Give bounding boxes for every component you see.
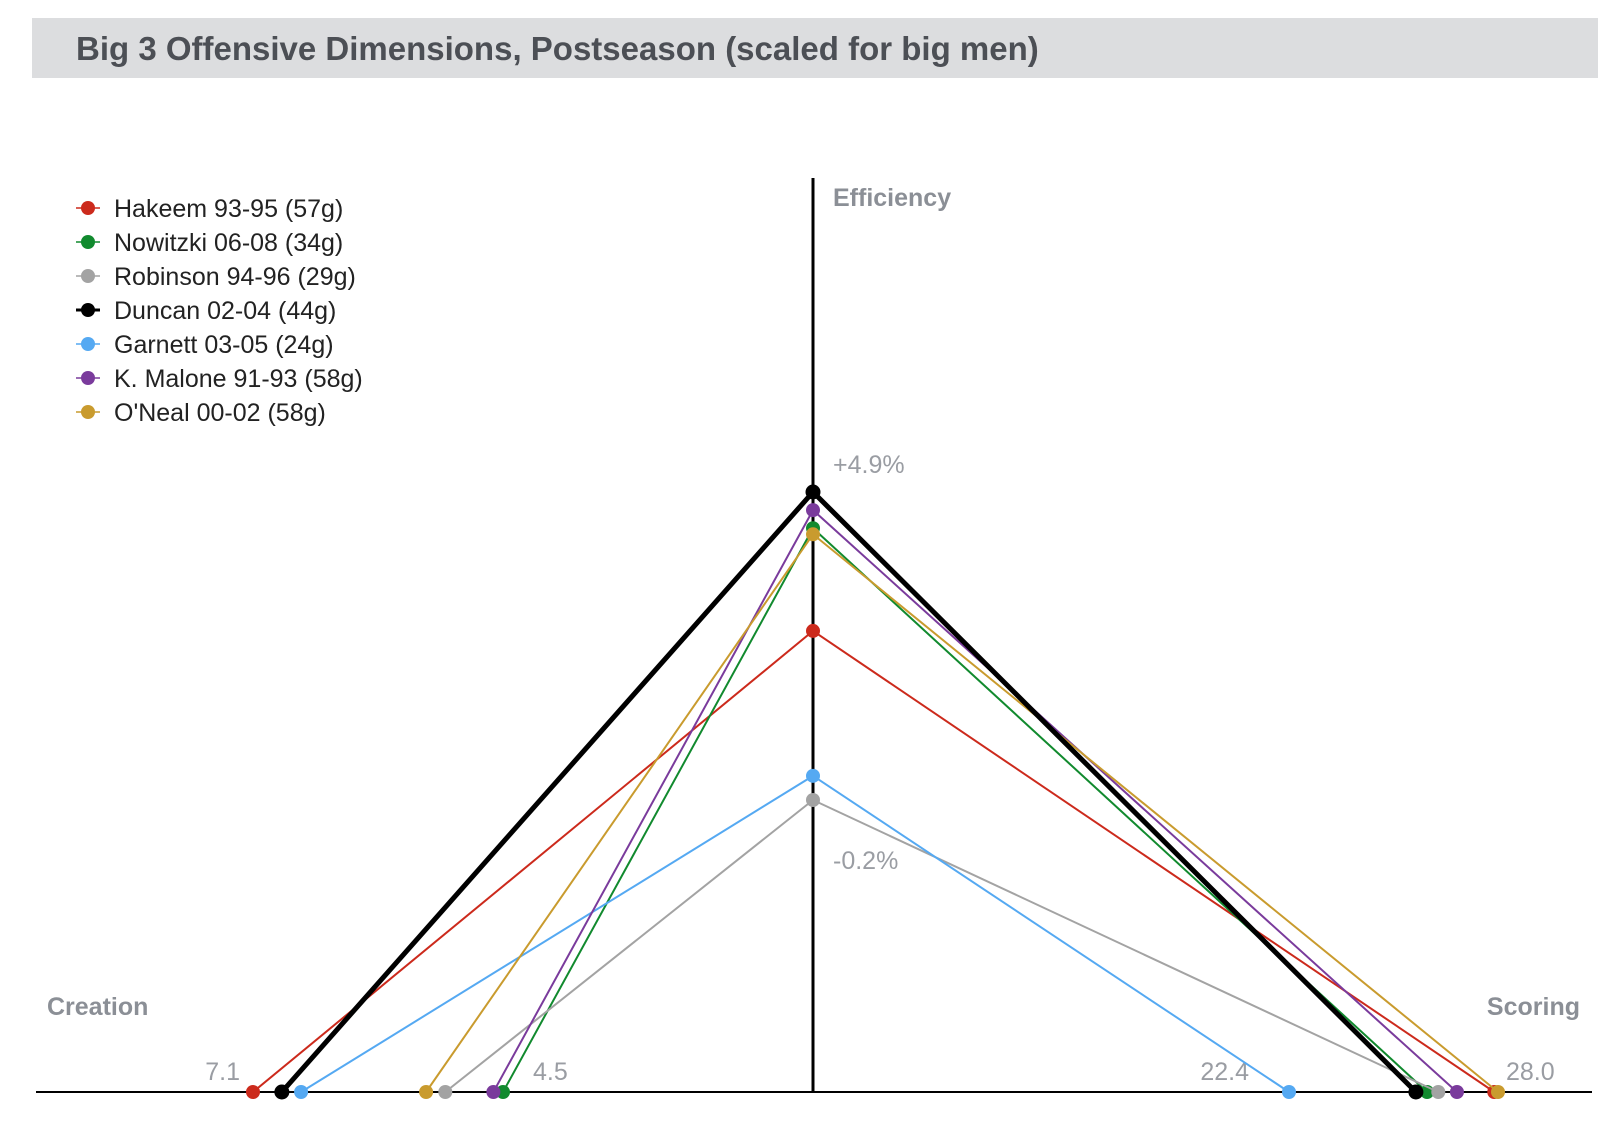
series-line xyxy=(492,508,1458,1093)
legend-label: Robinson 94-96 (29g) xyxy=(114,263,356,291)
scoring-point xyxy=(1431,1085,1446,1099)
scoring-min-tick-label: 22.4 xyxy=(1200,1058,1249,1086)
legend-label: Nowitzki 06-08 (34g) xyxy=(114,229,343,257)
legend-item: Nowitzki 06-08 (34g) xyxy=(76,229,343,257)
series-k-malone-91-93-58g xyxy=(486,503,1464,1099)
efficiency-axis-label: Efficiency xyxy=(833,184,951,212)
legend-item: Duncan 02-04 (44g) xyxy=(76,297,336,325)
creation-point xyxy=(294,1085,309,1099)
legend-item: O'Neal 00-02 (58g) xyxy=(76,399,326,427)
series-garnett-03-05-24g xyxy=(294,768,1296,1099)
scoring-max-tick-label: 28.0 xyxy=(1506,1058,1555,1086)
efficiency-point xyxy=(806,527,820,542)
efficiency-point xyxy=(806,768,820,783)
legend-marker xyxy=(81,303,95,317)
creation-point xyxy=(486,1085,501,1099)
creation-max-tick-label: 7.1 xyxy=(205,1058,240,1086)
creation-min-tick-label: 4.5 xyxy=(533,1058,568,1086)
legend-marker xyxy=(81,201,95,215)
legend-marker xyxy=(81,269,95,283)
series-o-neal-00-02-58g xyxy=(419,527,1505,1099)
efficiency-point xyxy=(806,793,820,807)
series-line xyxy=(444,798,1439,1093)
series-layer xyxy=(246,484,1505,1100)
legend-label: O'Neal 00-02 (58g) xyxy=(114,399,326,427)
legend-label: Hakeem 93-95 (57g) xyxy=(114,195,343,223)
efficiency-min-tick-label: -0.2% xyxy=(833,847,898,875)
legend-item: K. Malone 91-93 (58g) xyxy=(76,365,363,393)
creation-point xyxy=(419,1085,434,1099)
scoring-point xyxy=(1408,1084,1424,1100)
creation-point xyxy=(274,1084,290,1100)
series-line xyxy=(300,774,1290,1093)
legend-marker xyxy=(81,337,95,351)
series-robinson-94-96-29g xyxy=(438,793,1446,1099)
creation-point xyxy=(438,1085,453,1099)
title-bar: Big 3 Offensive Dimensions, Postseason (… xyxy=(32,18,1598,78)
scoring-point xyxy=(1282,1085,1296,1099)
scoring-point xyxy=(1449,1085,1464,1099)
legend-label: K. Malone 91-93 (58g) xyxy=(114,365,363,393)
creation-point xyxy=(496,1085,510,1099)
legend-label: Garnett 03-05 (24g) xyxy=(114,331,334,359)
chart-title: Big 3 Offensive Dimensions, Postseason (… xyxy=(76,30,1039,67)
legend-item: Hakeem 93-95 (57g) xyxy=(76,195,343,223)
series-nowitzki-06-08-34g xyxy=(496,521,1435,1099)
scoring-axis-label: Scoring xyxy=(1487,993,1580,1021)
creation-point xyxy=(246,1085,260,1099)
efficiency-point xyxy=(805,484,821,500)
efficiency-point xyxy=(806,623,820,638)
legend-marker xyxy=(81,371,95,385)
creation-axis-label: Creation xyxy=(47,993,148,1021)
series-duncan-02-04-44g xyxy=(274,484,1424,1100)
efficiency-point xyxy=(806,503,820,518)
legend-marker xyxy=(81,235,95,249)
scoring-point xyxy=(1491,1085,1505,1099)
legend-item: Garnett 03-05 (24g) xyxy=(76,331,334,359)
legend: Hakeem 93-95 (57g) Nowitzki 06-08 (34g) Ro… xyxy=(76,195,363,427)
legend-label: Duncan 02-04 (44g) xyxy=(114,297,336,325)
series-line xyxy=(502,526,1428,1093)
legend-marker xyxy=(81,405,95,419)
legend-item: Robinson 94-96 (29g) xyxy=(76,263,356,291)
efficiency-max-tick-label: +4.9% xyxy=(833,451,905,479)
